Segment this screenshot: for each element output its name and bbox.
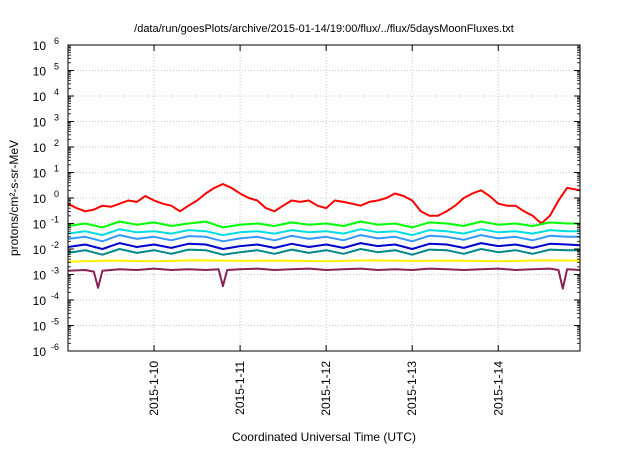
y-tick-base: 10 xyxy=(33,294,47,308)
y-tick-base: 10 xyxy=(33,192,47,206)
grid xyxy=(68,45,580,351)
y-tick-base: 10 xyxy=(33,320,47,334)
x-tick-label: 2015-1-11 xyxy=(233,361,247,415)
y-tick-base: 10 xyxy=(33,243,47,257)
y-tick-exponent: -1 xyxy=(51,215,59,225)
x-axis-label: Coordinated Universal Time (UTC) xyxy=(232,430,416,444)
y-tick-exponent: 6 xyxy=(54,36,59,46)
y-tick-label: 10 xyxy=(33,39,47,53)
y-tick-base: 10 xyxy=(33,65,47,79)
x-tick-label: 2015-1-10 xyxy=(147,361,161,416)
y-tick-label: 10 xyxy=(33,141,47,155)
y-tick-base: 10 xyxy=(33,116,47,130)
y-tick-label: 10 xyxy=(33,116,47,130)
series-line-4 xyxy=(67,234,580,243)
y-axis-label: protons/cm²-s-sr-MeV xyxy=(7,140,21,256)
y-tick-label: 10 xyxy=(33,65,47,79)
y-tick-exponent: 5 xyxy=(54,62,59,72)
y-tick-exponent: 0 xyxy=(54,189,59,199)
y-tick-base: 10 xyxy=(33,218,47,232)
y-tick-label: 10 xyxy=(33,345,47,359)
series-line-1 xyxy=(67,183,581,225)
y-tick-base: 10 xyxy=(33,345,47,359)
y-tick-exponent: 3 xyxy=(54,113,59,123)
x-tick-label: 2015-1-13 xyxy=(405,361,419,416)
y-tick-base: 10 xyxy=(33,167,47,181)
y-tick-exponent: 2 xyxy=(54,138,59,148)
y-tick-exponent: -6 xyxy=(51,342,59,352)
y-tick-exponent: -5 xyxy=(51,317,59,327)
y-tick-base: 10 xyxy=(33,39,47,53)
x-tick-label: 2015-1-12 xyxy=(319,361,333,416)
y-tick-label: 10 xyxy=(33,167,47,181)
y-tick-label: 10 xyxy=(33,320,47,334)
series-group xyxy=(67,183,581,290)
y-tick-base: 10 xyxy=(33,90,47,104)
y-tick-exponent: 4 xyxy=(54,87,59,97)
series-line-5 xyxy=(67,242,581,250)
y-tick-label: 10 xyxy=(33,269,47,283)
y-tick-exponent: -3 xyxy=(51,266,59,276)
series-line-7 xyxy=(67,259,581,263)
series-line-3 xyxy=(67,228,580,237)
y-tick-label: 10 xyxy=(33,192,47,206)
series-line-2 xyxy=(67,220,580,229)
chart-title: /data/run/goesPlots/archive/2015-01-14/1… xyxy=(134,23,514,35)
y-tick-label: 10 xyxy=(33,218,47,232)
y-tick-label: 10 xyxy=(33,294,47,308)
series-line-6 xyxy=(67,248,580,256)
x-tick-label: 2015-1-14 xyxy=(491,361,505,416)
y-tick-exponent: -2 xyxy=(51,240,59,250)
x-axis: 2015-1-10 2015-1-11 2015-1-12 2015-1-13 2015… xyxy=(147,45,505,416)
y-tick-base: 10 xyxy=(33,269,47,283)
y-tick-label: 10 xyxy=(33,243,47,257)
y-tick-label: 10 xyxy=(33,90,47,104)
y-tick-exponent: -4 xyxy=(51,291,59,301)
y-tick-base: 10 xyxy=(33,141,47,155)
series-line-8 xyxy=(67,267,581,290)
y-axis: 10 -610 -510 -410 -310 -210 -110 010 110 210 310 41… xyxy=(33,36,580,359)
y-tick-exponent: 1 xyxy=(54,164,59,174)
